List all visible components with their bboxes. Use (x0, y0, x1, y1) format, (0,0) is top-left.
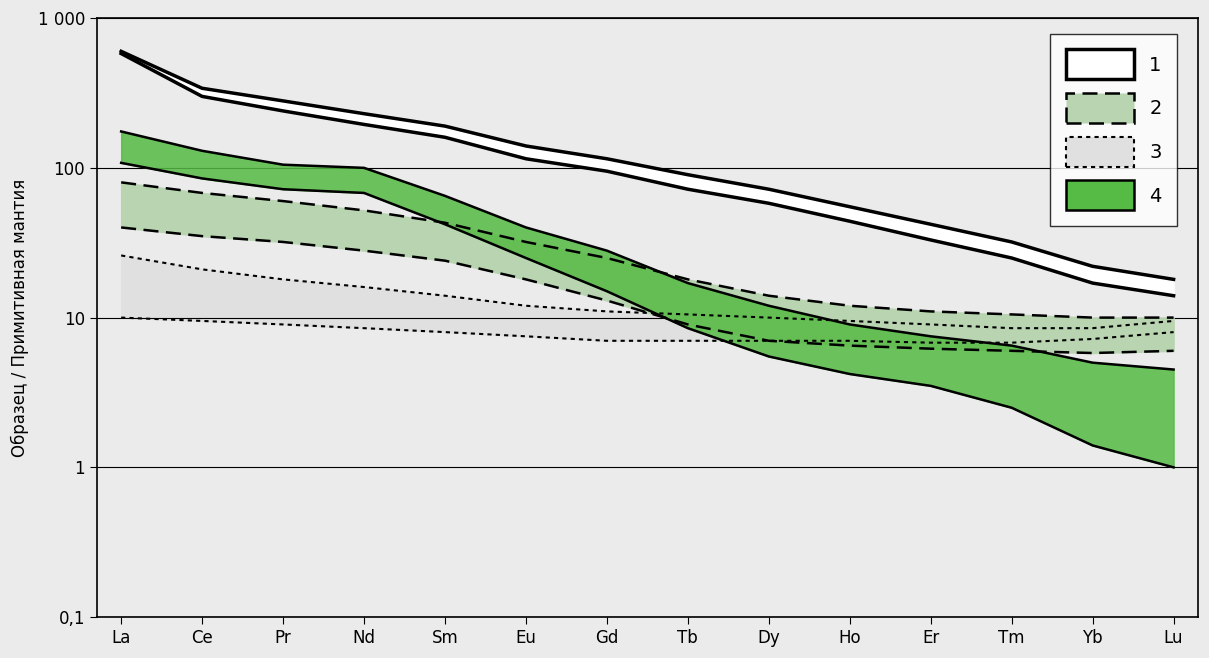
Legend: 1, 2, 3, 4: 1, 2, 3, 4 (1051, 34, 1178, 226)
Y-axis label: Образец / Примитивная мантия: Образец / Примитивная мантия (11, 178, 29, 457)
